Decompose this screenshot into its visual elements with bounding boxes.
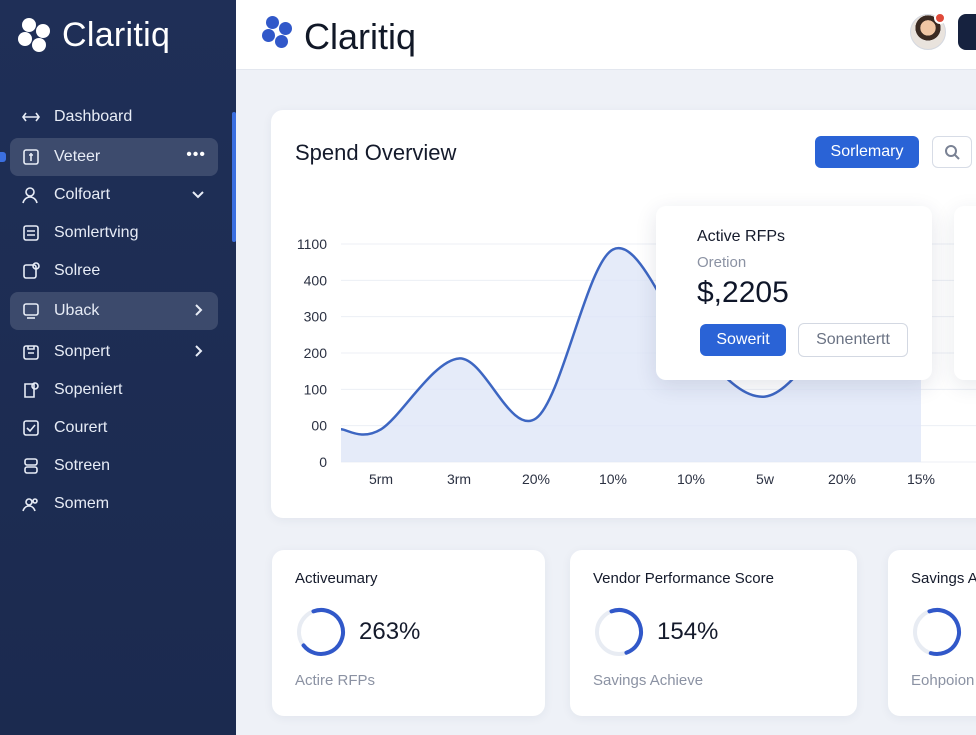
- popup-title: Active RFPs: [697, 228, 786, 245]
- box-icon: [20, 300, 42, 322]
- sidebar-item-label: Sopeniert: [54, 381, 123, 398]
- search-icon: [945, 145, 960, 160]
- topbar: Claritiq: [236, 0, 976, 70]
- stat-title: Vendor Performance Score: [593, 570, 774, 587]
- people-icon: [20, 493, 42, 515]
- spend-overview-card: Spend Overview Sorlemary 1100 400 300 200 10…: [271, 110, 976, 518]
- claritiq-logo-icon: [18, 17, 54, 54]
- sidebar-item-sotreen[interactable]: Sotreen: [10, 447, 218, 485]
- header-brand[interactable]: Claritiq: [262, 16, 416, 58]
- sidebar-item-label: Somem: [54, 495, 110, 512]
- sidebar-item-sopeniert[interactable]: Sopeniert: [10, 371, 218, 409]
- sidebar-item-label: Uback: [54, 302, 100, 319]
- app-name: Claritiq: [62, 16, 171, 54]
- header-action-button[interactable]: [958, 14, 976, 50]
- x-tick-label: 10%: [599, 471, 627, 487]
- stat-caption: Savings Achieve: [593, 672, 704, 689]
- settings-icon: [20, 260, 42, 282]
- stat-card[interactable]: Vendor Performance Score 154% Savings Ac…: [570, 550, 857, 716]
- folder-icon: [20, 341, 42, 363]
- next-popup-edge: [954, 206, 976, 380]
- popup-value: $,2205: [697, 276, 789, 309]
- y-tick-label: 1100: [297, 236, 327, 252]
- summary-button[interactable]: Sorlemary: [815, 136, 919, 168]
- more-options-icon[interactable]: •••: [186, 146, 206, 163]
- ring-progress: [297, 608, 345, 656]
- series-area: [341, 248, 921, 462]
- x-tick-label: 5rm: [369, 471, 393, 487]
- sidebar-item-sonpert[interactable]: Sonpert: [10, 333, 218, 371]
- stat-card[interactable]: Activeumary 263% Actire RFPs: [272, 550, 545, 716]
- y-tick-label: 400: [304, 272, 328, 288]
- sidebar-item-uback[interactable]: Uback: [10, 292, 218, 330]
- sidebar: Claritiq Dashboard Veteer ••• Colfoart S…: [0, 0, 236, 735]
- active-marker: [0, 152, 6, 162]
- x-tick-label: 20%: [522, 471, 550, 487]
- sidebar-item-label: Dashboard: [54, 108, 133, 125]
- sidebar-item-label: Veteer: [54, 148, 101, 165]
- stat-title: Savings A: [911, 570, 976, 587]
- sidebar-item-somlertving[interactable]: Somlertving: [10, 214, 218, 252]
- chevron-down-icon[interactable]: [190, 186, 206, 202]
- y-tick-label: 200: [304, 345, 328, 361]
- chevron-right-icon[interactable]: [190, 302, 206, 318]
- sidebar-item-veteer[interactable]: Veteer •••: [10, 138, 218, 176]
- user-icon: [20, 184, 42, 206]
- arrows-icon: [20, 106, 42, 128]
- stat-card[interactable]: Savings A Eohpoion: [888, 550, 976, 716]
- sidebar-scrollbar[interactable]: [232, 112, 236, 242]
- stat-caption: Actire RFPs: [295, 672, 376, 689]
- popup-secondary-button[interactable]: Sonentertt: [798, 323, 908, 357]
- sidebar-item-label: Solree: [54, 262, 101, 279]
- chevron-right-icon[interactable]: [190, 343, 206, 359]
- notification-badge: [934, 12, 946, 24]
- stat-value: 154%: [657, 618, 719, 645]
- x-tick-label: 5w: [756, 471, 775, 487]
- x-tick-label: 20%: [828, 471, 856, 487]
- popup-primary-button[interactable]: Sowerit: [700, 324, 786, 356]
- progress-ring-icon: [913, 608, 961, 656]
- x-tick-label: 10%: [677, 471, 705, 487]
- sidebar-brand[interactable]: Claritiq: [18, 16, 170, 55]
- stack-icon: [20, 455, 42, 477]
- search-button[interactable]: [932, 136, 972, 168]
- gear-doc-icon: [20, 379, 42, 401]
- sidebar-item-colfoart[interactable]: Colfoart: [10, 176, 218, 214]
- x-tick-label: 15%: [907, 471, 935, 487]
- x-tick-label: 3rm: [447, 471, 471, 487]
- progress-ring-icon: [297, 608, 345, 656]
- header-app-name: Claritiq: [304, 16, 417, 57]
- stat-caption: Eohpoion: [911, 672, 975, 689]
- active-rfps-popup: Active RFPs Oretion $,2205 Sowerit Sonen…: [656, 206, 932, 380]
- popup-subtitle: Oretion: [697, 254, 747, 271]
- sidebar-item-label: Courert: [54, 419, 108, 436]
- y-tick-label: 00: [311, 418, 327, 434]
- list-icon: [20, 222, 42, 244]
- ring-progress: [913, 608, 961, 656]
- sidebar-item-dashboard[interactable]: Dashboard: [10, 98, 218, 136]
- sidebar-item-label: Colfoart: [54, 186, 111, 203]
- stat-value: 263%: [359, 618, 421, 645]
- y-tick-label: 0: [319, 454, 327, 470]
- progress-ring-icon: [595, 608, 643, 656]
- avatar[interactable]: [910, 14, 946, 50]
- sidebar-item-somem[interactable]: Somem: [10, 485, 218, 523]
- y-tick-label: 100: [304, 381, 328, 397]
- sidebar-item-label: Sotreen: [54, 457, 111, 474]
- sidebar-item-label: Somlertving: [54, 224, 139, 241]
- sidebar-item-solree[interactable]: Solree: [10, 252, 218, 290]
- y-tick-label: 300: [304, 309, 328, 325]
- check-icon: [20, 417, 42, 439]
- claritiq-logo-icon: [262, 16, 296, 54]
- sidebar-item-label: Sonpert: [54, 343, 111, 360]
- spend-overview-title: Spend Overview: [295, 140, 457, 165]
- document-icon: [20, 146, 42, 168]
- ring-progress: [595, 608, 643, 656]
- stat-title: Activeumary: [295, 570, 378, 587]
- sidebar-item-courert[interactable]: Courert: [10, 409, 218, 447]
